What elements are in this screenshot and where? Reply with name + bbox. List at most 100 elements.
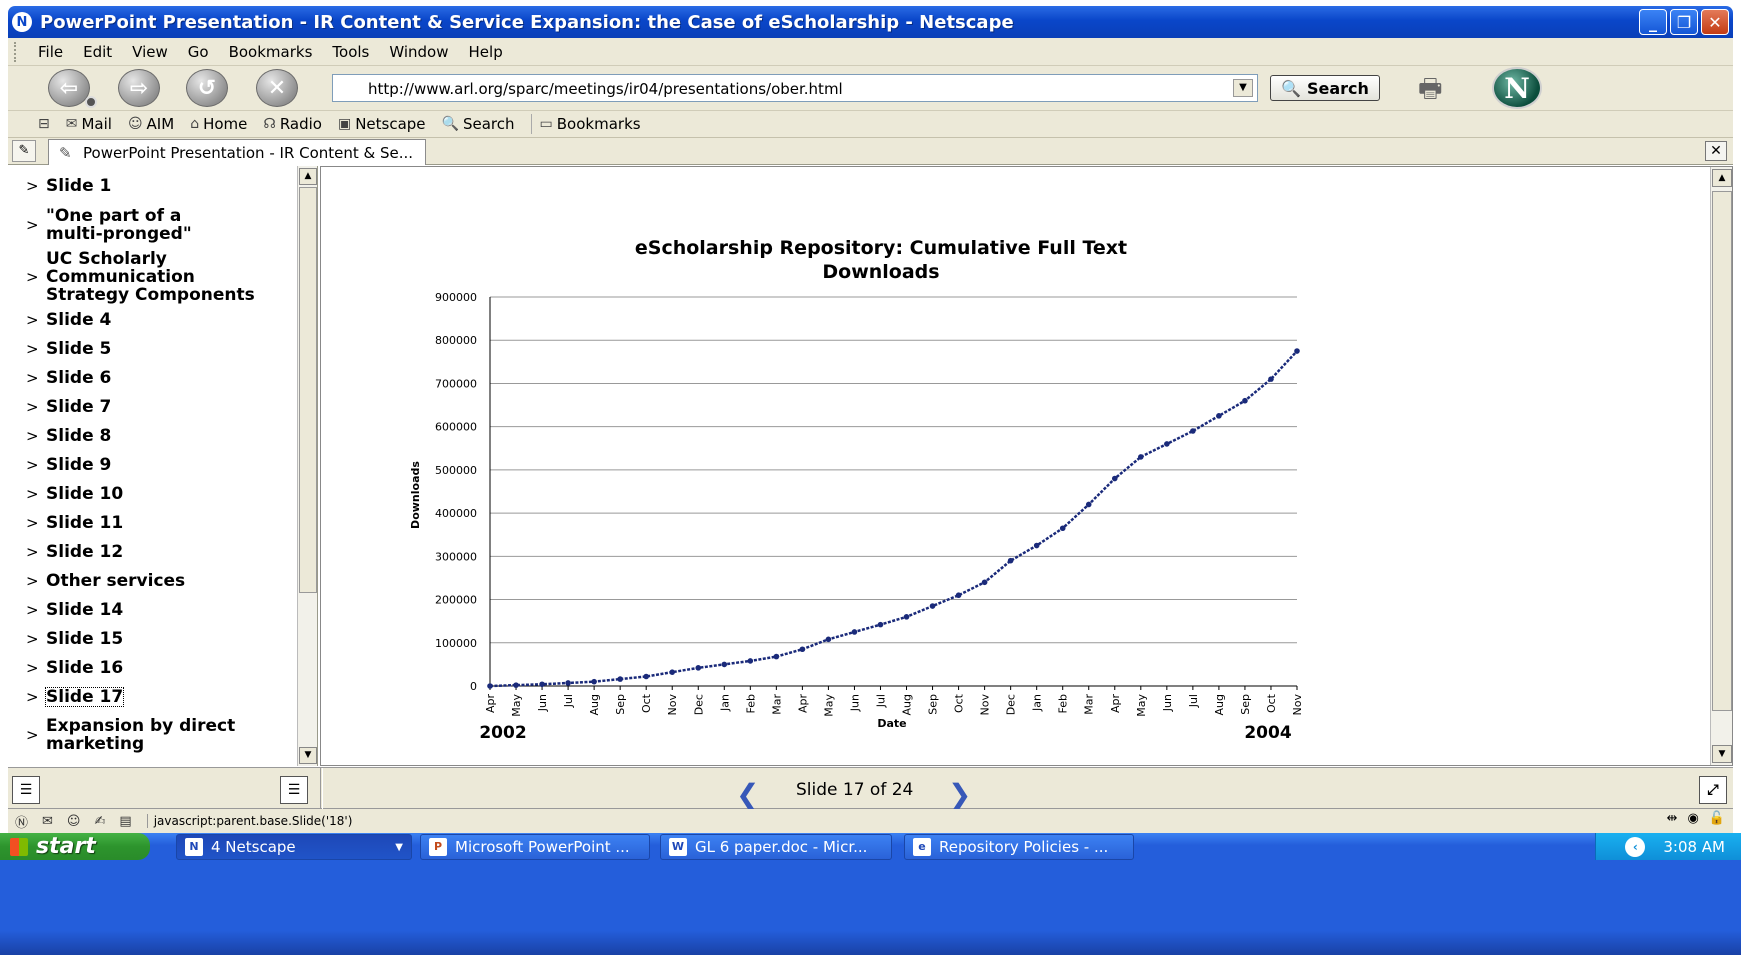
series-line [489, 350, 1298, 688]
outline-item[interactable]: > Slide 15 [26, 630, 123, 648]
outline-item[interactable]: > Slide 4 [26, 311, 111, 329]
menu-tools[interactable]: Tools [332, 42, 370, 61]
data-point [643, 673, 649, 680]
outline-item[interactable]: > Slide 14 [26, 601, 123, 619]
menu-bookmarks[interactable]: Bookmarks [228, 42, 313, 61]
radio-button[interactable]: ☊ Radio [263, 115, 322, 133]
outline-item[interactable]: > "One part of a multi-pronged" [26, 207, 206, 243]
reload-button[interactable]: ↺ [186, 69, 228, 107]
full-screen-button[interactable]: ⤢ [1699, 776, 1727, 804]
scroll-thumb[interactable] [1712, 191, 1732, 711]
close-tab-button[interactable]: ✕ [1705, 141, 1727, 161]
security-lock-icon[interactable]: 🔓 [1708, 811, 1725, 826]
status-bar: Ⓝ ✉ ☺ ✍ ▤ javascript:parent.base.Slide('… [8, 809, 1733, 833]
clock: 3:08 AM [1663, 837, 1725, 856]
outline-bullet: > [26, 398, 39, 416]
scroll-up-button[interactable]: ▲ [1712, 169, 1732, 187]
outline-scrollbar[interactable]: ▲ ▼ [297, 166, 317, 766]
menu-window[interactable]: Window [389, 42, 449, 61]
task-label: Microsoft PowerPoint ... [455, 838, 630, 856]
next-slide-button[interactable]: ❯ [948, 778, 972, 811]
menu-help[interactable]: Help [468, 42, 503, 61]
taskbar-item-netscape[interactable]: N 4 Netscape ▼ [176, 834, 412, 860]
menu-edit[interactable]: Edit [83, 42, 113, 61]
outline-item[interactable]: > Slide 1 [26, 177, 111, 195]
outline-item[interactable]: > Slide 12 [26, 543, 123, 561]
search-button[interactable]: 🔍 Search [1270, 75, 1380, 101]
radio-icon: ☊ [263, 116, 276, 132]
my-netscape-button[interactable]: ▣ Netscape [338, 115, 426, 133]
menu-view[interactable]: View [132, 42, 168, 61]
data-point [513, 682, 519, 688]
previous-slide-button[interactable]: ❮ [736, 778, 760, 811]
personal-search-button[interactable]: 🔍 Search [442, 115, 515, 133]
slide-scrollbar[interactable]: ▲ ▼ [1710, 167, 1732, 765]
outline-item[interactable]: > Slide 7 [26, 398, 111, 416]
composer-icon[interactable]: ✍ [94, 813, 106, 829]
minimize-button[interactable]: _ [1639, 9, 1667, 35]
x-tick-label: Nov [666, 694, 679, 716]
cookie-icon[interactable]: ◉ [1687, 811, 1699, 826]
forward-button[interactable]: ⇨ [118, 69, 160, 107]
taskbar-item-powerpoint[interactable]: P Microsoft PowerPoint ... [420, 834, 650, 860]
back-button[interactable]: ⇦ [48, 69, 97, 108]
outline-item-label: "One part of a multi-pronged" [46, 206, 192, 244]
tray-expand-icon[interactable]: ‹ [1625, 836, 1646, 857]
aim-icon[interactable]: ☺ [66, 813, 81, 829]
x-tick-label: Dec [1005, 694, 1018, 715]
stop-button[interactable]: ✕ [256, 69, 298, 107]
slide-counter: Slide 17 of 24 [796, 780, 914, 800]
outline-item[interactable]: > Slide 16 [26, 659, 123, 677]
x-tick-label: Apr [796, 694, 809, 714]
outline-item[interactable]: > Slide 9 [26, 456, 111, 474]
url-field[interactable]: http://www.arl.org/sparc/meetings/ir04/p… [332, 74, 1258, 102]
outline-item[interactable]: > Slide 8 [26, 427, 111, 445]
maximize-button[interactable]: ❐ [1670, 9, 1698, 35]
taskbar-item-word[interactable]: W GL 6 paper.doc - Micr... [660, 834, 892, 860]
scroll-thumb[interactable] [299, 187, 317, 593]
x-tick-label: Nov [1291, 694, 1304, 716]
outline-item-label: Slide 12 [46, 542, 124, 562]
menu-go[interactable]: Go [187, 42, 209, 61]
outline-item[interactable]: > Slide 11 [26, 514, 123, 532]
data-point [695, 665, 702, 671]
address-book-icon[interactable]: ▤ [119, 813, 132, 829]
print-icon[interactable]: 🖶 [1418, 74, 1443, 104]
aim-button[interactable]: ☺ AIM [128, 115, 174, 133]
back-history-dropdown[interactable] [85, 96, 97, 108]
toolbar-grip[interactable] [14, 41, 24, 62]
outline-item[interactable]: > Slide 10 [26, 485, 123, 503]
outline-bullet: > [26, 726, 39, 744]
start-button[interactable]: start [0, 833, 150, 860]
bookmarks-button[interactable]: ▭ Bookmarks [540, 115, 641, 133]
data-point [955, 592, 962, 599]
outline-expand-button[interactable]: ☰ [280, 776, 308, 804]
outline-item[interactable]: > Slide 17 [26, 687, 125, 707]
taskbar-item-ie[interactable]: e Repository Policies - ... [904, 834, 1134, 860]
x-tick-label: Oct [953, 693, 966, 713]
outline-item[interactable]: > Expansion by direct marketing [26, 717, 246, 753]
outline-item[interactable]: > Slide 5 [26, 340, 111, 358]
navigator-icon[interactable]: Ⓝ [15, 815, 29, 831]
scroll-down-button[interactable]: ▼ [1712, 745, 1732, 763]
scroll-down-button[interactable]: ▼ [299, 747, 317, 764]
close-button[interactable]: ✕ [1701, 9, 1729, 35]
mail-icon[interactable]: ✉ [42, 813, 53, 829]
mail-button[interactable]: ✉ Mail [66, 115, 112, 133]
outline-item[interactable]: > UC Scholarly Communication Strategy Com… [26, 250, 276, 304]
sidebar-toggle-button[interactable]: ⊟ [38, 116, 50, 132]
home-button[interactable]: ⌂ Home [190, 115, 247, 133]
outline-item[interactable]: > Slide 6 [26, 369, 111, 387]
outline-bullet: > [26, 543, 39, 561]
scroll-up-button[interactable]: ▲ [299, 168, 317, 185]
data-point [799, 646, 806, 653]
tab-powerpoint[interactable]: ✎ PowerPoint Presentation - IR Content &… [48, 139, 426, 165]
x-axis-ticks: Apr May Jun Jul Aug Sep Oct Nov Dec Jan Feb Mar Apr M… [484, 686, 1304, 717]
netscape-logo[interactable]: N [1492, 67, 1542, 109]
outline-collapse-button[interactable]: ☰ [12, 776, 40, 804]
menu-file[interactable]: File [38, 42, 64, 61]
outline-item[interactable]: > Other services [26, 572, 185, 590]
url-dropdown-button[interactable]: ▼ [1233, 79, 1253, 97]
new-tab-button[interactable]: ✎ [12, 140, 36, 162]
start-label: start [36, 834, 96, 859]
